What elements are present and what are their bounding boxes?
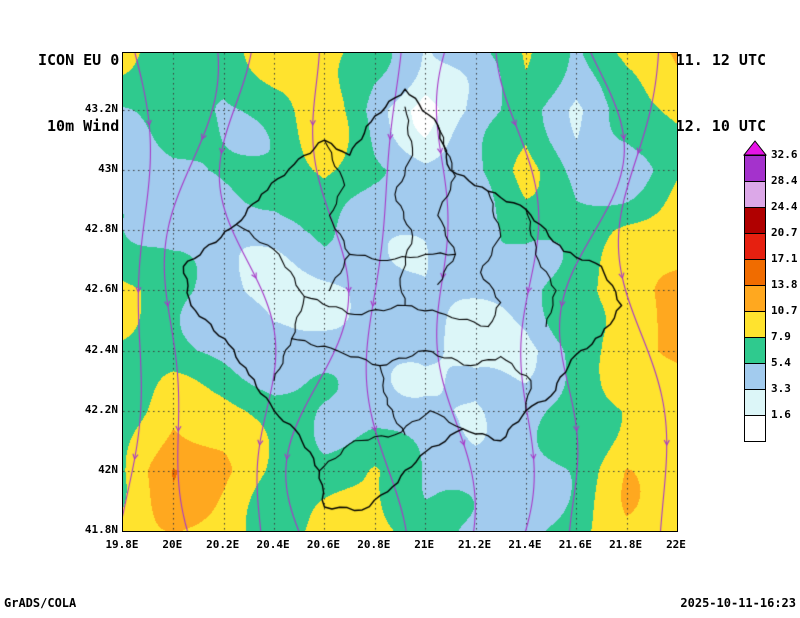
legend-color-box xyxy=(744,285,766,312)
lon-tick-label: 20.6E xyxy=(306,538,341,551)
lon-tick-label: 20.2E xyxy=(206,538,240,551)
legend-tick-label: 5.4 xyxy=(771,356,791,369)
legend-tick-label: 28.4 xyxy=(771,174,798,187)
lat-tick-label: 41.8N xyxy=(84,523,118,536)
creation-timestamp: 2025-10-11-16:23 xyxy=(680,596,796,610)
legend-tick-label: 3.3 xyxy=(771,382,791,395)
lon-tick-label: 20.4E xyxy=(256,538,290,551)
credit-grads: GrADS/COLA xyxy=(4,596,77,610)
lat-tick-label: 42.4N xyxy=(84,342,118,356)
legend-color-box xyxy=(744,233,766,260)
legend-color-box xyxy=(744,311,766,338)
legend-color-box xyxy=(744,415,766,442)
lon-tick-label: 19.8E xyxy=(105,538,139,551)
lat-tick-label: 42.2N xyxy=(84,402,118,416)
legend-tick-label: 32.6 xyxy=(771,148,798,161)
legend-color-box xyxy=(744,207,766,234)
lon-tick-label: 21.2E xyxy=(457,538,492,551)
colorbar-legend: 32.6 28.4 24.4 20.7 17.1 13.8 10.7 7.9 5.4 3.3 1.6 xyxy=(743,140,800,470)
lon-tick-label: 20.8E xyxy=(357,538,391,551)
lat-tick-label: 42N xyxy=(98,462,118,476)
legend-color-box xyxy=(744,181,766,208)
wind-field-canvas xyxy=(123,53,677,531)
legend-tick-label: 24.4 xyxy=(771,200,798,213)
legend-tick-label: 1.6 xyxy=(771,408,791,421)
legend-tick-label: 10.7 xyxy=(771,304,798,317)
legend-tick-label: 13.8 xyxy=(771,278,798,291)
lon-tick-label: 21.8E xyxy=(609,538,643,551)
lon-tick-label: 21.4E xyxy=(508,538,542,551)
lon-tick-label: 20E xyxy=(162,538,183,551)
legend-overflow-triangle xyxy=(743,140,767,156)
lon-tick-label: 21E xyxy=(414,538,435,551)
lat-tick-label: 43N xyxy=(98,162,118,176)
legend-color-box xyxy=(744,337,766,364)
lat-tick-label: 43.2N xyxy=(84,102,118,116)
lon-tick-label: 21.6E xyxy=(558,538,592,551)
legend-color-box xyxy=(744,389,766,416)
legend-color-box xyxy=(744,363,766,390)
legend-tick-label: 7.9 xyxy=(771,330,791,343)
legend-color-box xyxy=(744,259,766,286)
lat-tick-label: 42.8N xyxy=(84,222,118,236)
legend-color-box xyxy=(744,155,766,182)
map-plot-frame xyxy=(122,52,678,532)
legend-tick-label: 17.1 xyxy=(771,252,798,265)
lat-tick-label: 42.6N xyxy=(84,282,118,296)
lon-tick-label: 22E xyxy=(666,538,686,551)
legend-tick-label: 20.7 xyxy=(771,226,798,239)
